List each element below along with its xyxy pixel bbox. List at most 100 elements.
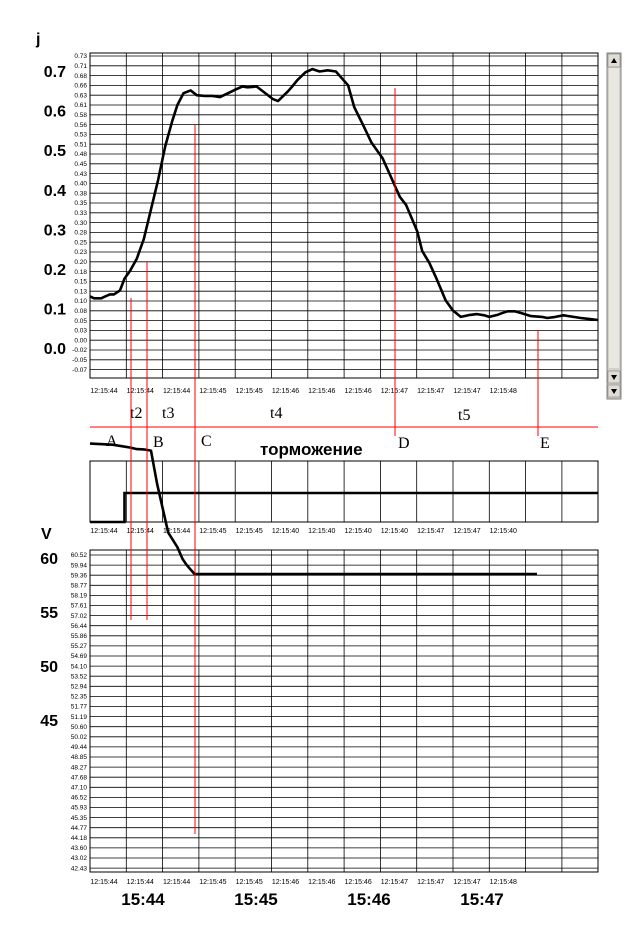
decel-minor-y-labels: 0.73 0.71 0.68 0.66 0.63 0.61 0.58 0.56 0.53 0.51… bbox=[72, 53, 87, 374]
speed-x-tick: 12:15:45 bbox=[199, 879, 226, 886]
decel-grid bbox=[89, 52, 599, 379]
decel-minor-y-label: 0.28 bbox=[74, 230, 87, 237]
decel-minor-y-label: 0.13 bbox=[74, 288, 87, 295]
speed-x-tick: 12:15:47 bbox=[453, 879, 480, 886]
decel-x-tick: 12:15:47 bbox=[453, 388, 480, 395]
decel-x-ticks: 12:15:44 12:15:44 12:15:44 12:15:45 12:15:45… bbox=[90, 388, 517, 395]
decel-x-tick: 12:15:46 bbox=[272, 388, 299, 395]
point-e: E bbox=[540, 435, 550, 452]
decel-minor-y-label: 0.15 bbox=[74, 279, 87, 286]
speed-x-tick: 12:15:46 bbox=[272, 879, 299, 886]
decel-x-tick: 12:15:46 bbox=[308, 388, 335, 395]
brake-x-tick: 12:15:44 bbox=[127, 528, 154, 535]
speed-minor-y-label: 53.52 bbox=[71, 673, 88, 680]
decel-chart: j 0.70.60.50.40.30.20.10.0 0.730.710.680… bbox=[35, 31, 599, 395]
speed-minor-y-label: 54.10 bbox=[71, 663, 88, 670]
speed-minor-y-label: 48.85 bbox=[71, 754, 88, 761]
bottom-time-labels: 15:44 15:45 15:46 15:47 bbox=[121, 890, 503, 909]
interval-t2: t2 bbox=[130, 405, 142, 422]
speed-minor-y-label: 59.94 bbox=[71, 562, 88, 569]
interval-t4: t4 bbox=[270, 405, 282, 422]
brake-x-tick: 12:15:47 bbox=[417, 528, 444, 535]
decel-minor-y-label: 0.25 bbox=[74, 239, 87, 246]
point-c: C bbox=[201, 433, 212, 450]
decel-minor-y-label: 0.38 bbox=[74, 190, 87, 197]
speed-minor-y-label: 47.10 bbox=[71, 785, 88, 792]
speed-minor-y-label: 54.69 bbox=[71, 653, 88, 660]
speed-grid bbox=[89, 549, 599, 873]
speed-minor-y-label: 51.19 bbox=[71, 714, 88, 721]
decel-major-y-labels: 0.7 0.6 0.5 0.4 0.3 0.2 0.1 0.0 bbox=[44, 64, 66, 358]
speed-minor-y-label: 45.35 bbox=[71, 815, 88, 822]
bottom-time-label: 15:44 bbox=[121, 890, 165, 909]
point-b: B bbox=[153, 434, 164, 451]
brake-grid bbox=[89, 460, 599, 523]
speed-minor-y-label: 50.02 bbox=[71, 734, 88, 741]
decel-minor-y-label: 0.23 bbox=[74, 249, 87, 256]
brake-x-tick: 12:15:44 bbox=[163, 528, 190, 535]
brake-chart: торможение 12:15:44 12:15:44 12:15:44 12:15… bbox=[89, 440, 599, 535]
speed-major-y-label: 45 bbox=[40, 713, 58, 730]
decel-minor-y-label: 0.68 bbox=[74, 73, 87, 80]
speed-minor-y-label: 43.02 bbox=[71, 855, 88, 862]
decel-x-tick: 12:15:45 bbox=[199, 388, 226, 395]
decel-x-tick: 12:15:47 bbox=[381, 388, 408, 395]
speed-minor-y-label: 51.77 bbox=[71, 704, 88, 711]
speed-x-tick: 12:15:47 bbox=[417, 879, 444, 886]
speed-x-tick: 12:15:47 bbox=[381, 879, 408, 886]
speed-y-symbol: V bbox=[41, 526, 52, 543]
speed-minor-y-label: 52.94 bbox=[71, 684, 88, 691]
decel-x-tick: 12:15:44 bbox=[163, 388, 190, 395]
speed-x-ticks: 12:15:44 12:15:44 12:15:44 12:15:45 12:15:45… bbox=[90, 879, 517, 886]
decel-minor-y-label: -0.07 bbox=[72, 367, 87, 374]
brake-x-tick: 12:15:40 bbox=[381, 528, 408, 535]
brake-x-tick: 12:15:40 bbox=[490, 528, 517, 535]
speed-minor-y-label: 59.36 bbox=[71, 572, 88, 579]
decel-minor-y-label: 0.45 bbox=[74, 161, 87, 168]
speed-major-y-label: 55 bbox=[40, 605, 58, 622]
speed-x-tick: 12:15:46 bbox=[308, 879, 335, 886]
brake-x-tick: 12:15:44 bbox=[90, 528, 117, 535]
brake-x-tick: 12:15:45 bbox=[199, 528, 226, 535]
bottom-time-label: 15:46 bbox=[347, 890, 390, 909]
decel-minor-y-label: 0.63 bbox=[74, 92, 87, 99]
scrollbar-thumb[interactable] bbox=[609, 68, 619, 368]
speed-minor-y-label: 42.43 bbox=[71, 865, 88, 872]
decel-minor-y-label: -0.02 bbox=[72, 347, 87, 354]
interval-t5: t5 bbox=[458, 407, 470, 424]
speed-x-tick: 12:15:44 bbox=[127, 879, 154, 886]
decel-minor-y-label: 0.61 bbox=[74, 102, 87, 109]
speed-minor-y-label: 46.52 bbox=[71, 795, 88, 802]
speed-minor-y-labels: 60.52 59.94 59.36 58.77 58.19 57.61 57.02 56.44… bbox=[71, 552, 88, 872]
decel-minor-y-label: 0.58 bbox=[74, 112, 87, 119]
decel-minor-y-label: -0.05 bbox=[72, 357, 87, 364]
decel-major-y-label: 0.7 bbox=[44, 64, 66, 81]
scroll-down-arrow-icon-a bbox=[611, 375, 617, 380]
speed-minor-y-label: 60.52 bbox=[71, 552, 88, 559]
decel-minor-y-label: 0.30 bbox=[74, 220, 87, 227]
speed-minor-y-label: 58.77 bbox=[71, 583, 88, 590]
decel-minor-y-label: 0.53 bbox=[74, 132, 87, 139]
vertical-scrollbar[interactable] bbox=[606, 52, 622, 400]
speed-x-tick: 12:15:48 bbox=[490, 879, 517, 886]
bottom-time-label: 15:47 bbox=[460, 890, 503, 909]
speed-curve bbox=[89, 442, 537, 576]
decel-minor-y-label: 0.73 bbox=[74, 53, 87, 60]
brake-label: торможение bbox=[260, 440, 363, 459]
speed-minor-y-label: 55.86 bbox=[71, 633, 88, 640]
bottom-time-label: 15:45 bbox=[234, 890, 277, 909]
decel-x-tick: 12:15:46 bbox=[344, 388, 371, 395]
decel-x-tick: 12:15:45 bbox=[236, 388, 263, 395]
decel-minor-y-label: 0.51 bbox=[74, 141, 87, 148]
speed-chart: V 60 55 50 45 60.52 59.94 59.36 58.77 58.19 57.6… bbox=[40, 442, 599, 909]
speed-major-y-labels: 60 55 50 45 bbox=[40, 551, 58, 730]
brake-x-tick: 12:15:47 bbox=[453, 528, 480, 535]
decel-x-tick: 12:15:48 bbox=[490, 388, 517, 395]
brake-x-tick: 12:15:40 bbox=[344, 528, 371, 535]
scroll-down-arrow-icon-b bbox=[611, 389, 617, 394]
speed-x-tick: 12:15:45 bbox=[236, 879, 263, 886]
decel-minor-y-label: 0.35 bbox=[74, 200, 87, 207]
decel-y-symbol: j bbox=[35, 31, 40, 48]
decel-major-y-label: 0.4 bbox=[44, 183, 66, 200]
